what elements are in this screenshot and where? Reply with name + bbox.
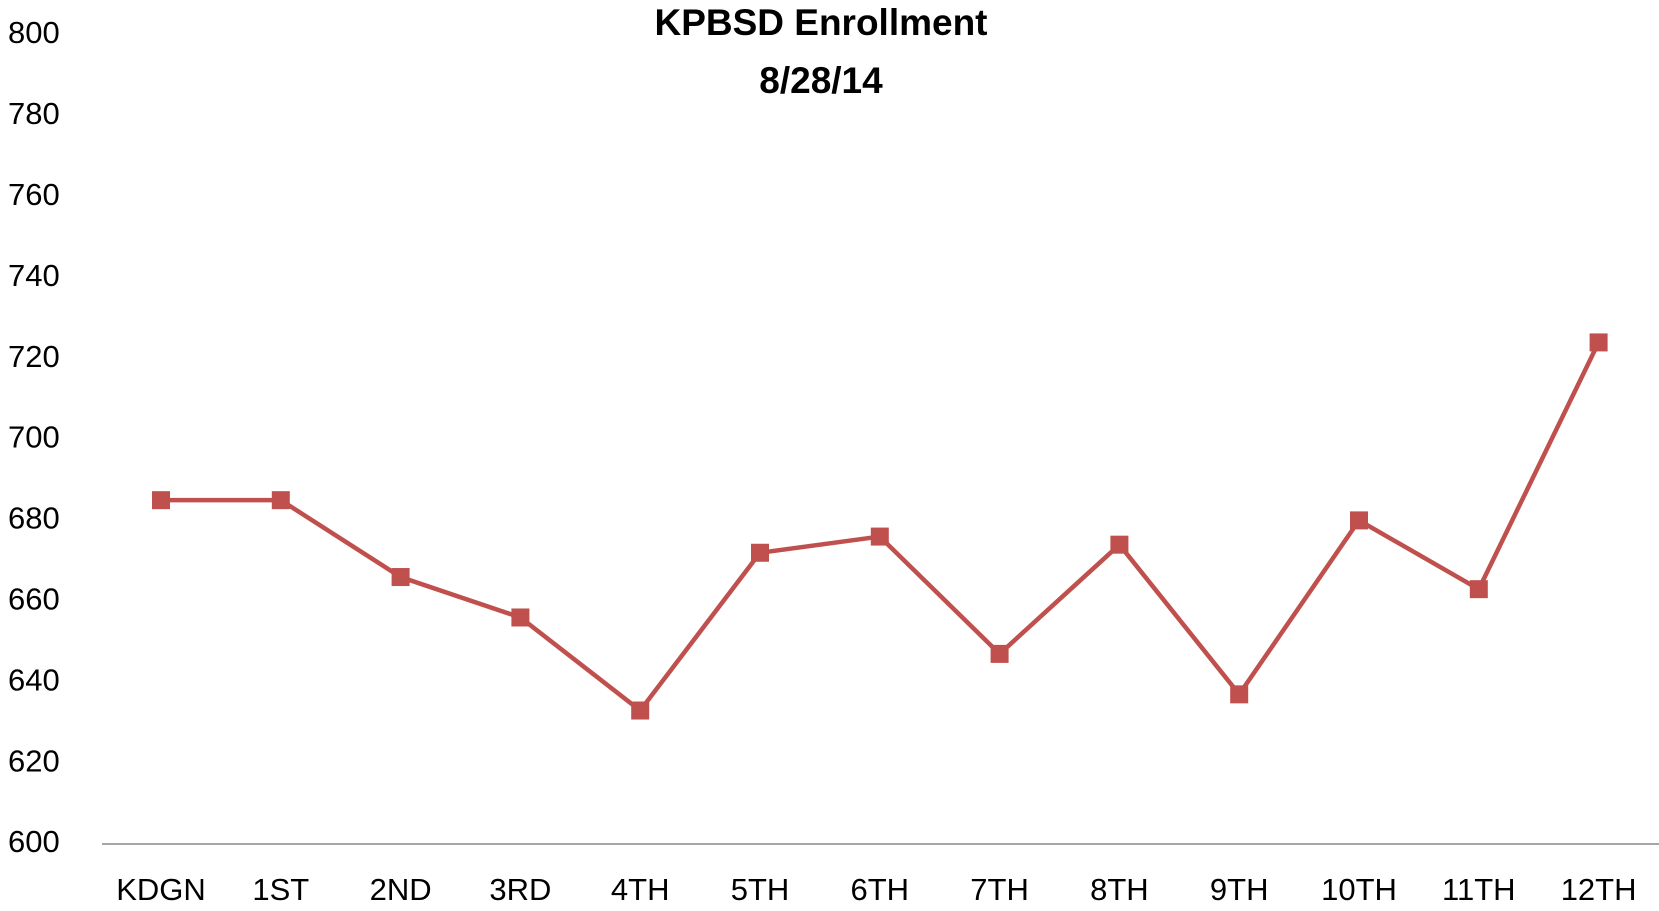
y-tick-label: 720 — [8, 339, 60, 374]
y-tick-label: 740 — [8, 258, 60, 293]
marker — [751, 543, 769, 562]
y-tick-label: 780 — [8, 96, 60, 131]
x-tick-label: 3RD — [489, 872, 551, 907]
x-tick-label: 4TH — [611, 872, 670, 907]
x-tick-label: 1ST — [252, 872, 309, 907]
marker — [631, 701, 650, 720]
marker — [990, 644, 1009, 663]
marker — [1469, 580, 1488, 599]
x-tick-label: 11TH — [1442, 872, 1516, 907]
y-tick-label: 760 — [8, 177, 60, 212]
x-tick-label: 7TH — [970, 872, 1029, 907]
marker — [1110, 535, 1129, 554]
x-tick-label: KDGN — [116, 872, 206, 907]
marker — [870, 527, 889, 546]
y-tick-label: 600 — [8, 824, 60, 859]
y-tick-label: 640 — [8, 662, 60, 697]
marker — [1230, 685, 1249, 704]
marker — [1589, 333, 1608, 352]
y-tick-label: 660 — [8, 581, 60, 616]
x-tick-label: 10TH — [1321, 872, 1397, 907]
x-tick-label: 8TH — [1090, 872, 1149, 907]
y-tick-label: 700 — [8, 420, 60, 455]
x-tick-label: 5TH — [731, 872, 790, 907]
marker — [271, 491, 290, 510]
chart-title: KPBSD Enrollment — [654, 2, 987, 43]
x-tick-label: 2ND — [370, 872, 432, 907]
marker — [511, 608, 530, 627]
y-tick-label: 620 — [8, 743, 60, 778]
chart-subtitle: 8/28/14 — [759, 60, 883, 101]
x-tick-label: 9TH — [1210, 872, 1269, 907]
marker — [152, 491, 170, 510]
y-tick-label: 800 — [8, 15, 60, 50]
x-tick-label: 6TH — [851, 872, 910, 907]
y-tick-label: 680 — [8, 501, 60, 536]
x-tick-label: 12TH — [1561, 872, 1637, 907]
marker — [391, 568, 410, 587]
line — [161, 341, 1601, 714]
marker — [1350, 511, 1368, 530]
